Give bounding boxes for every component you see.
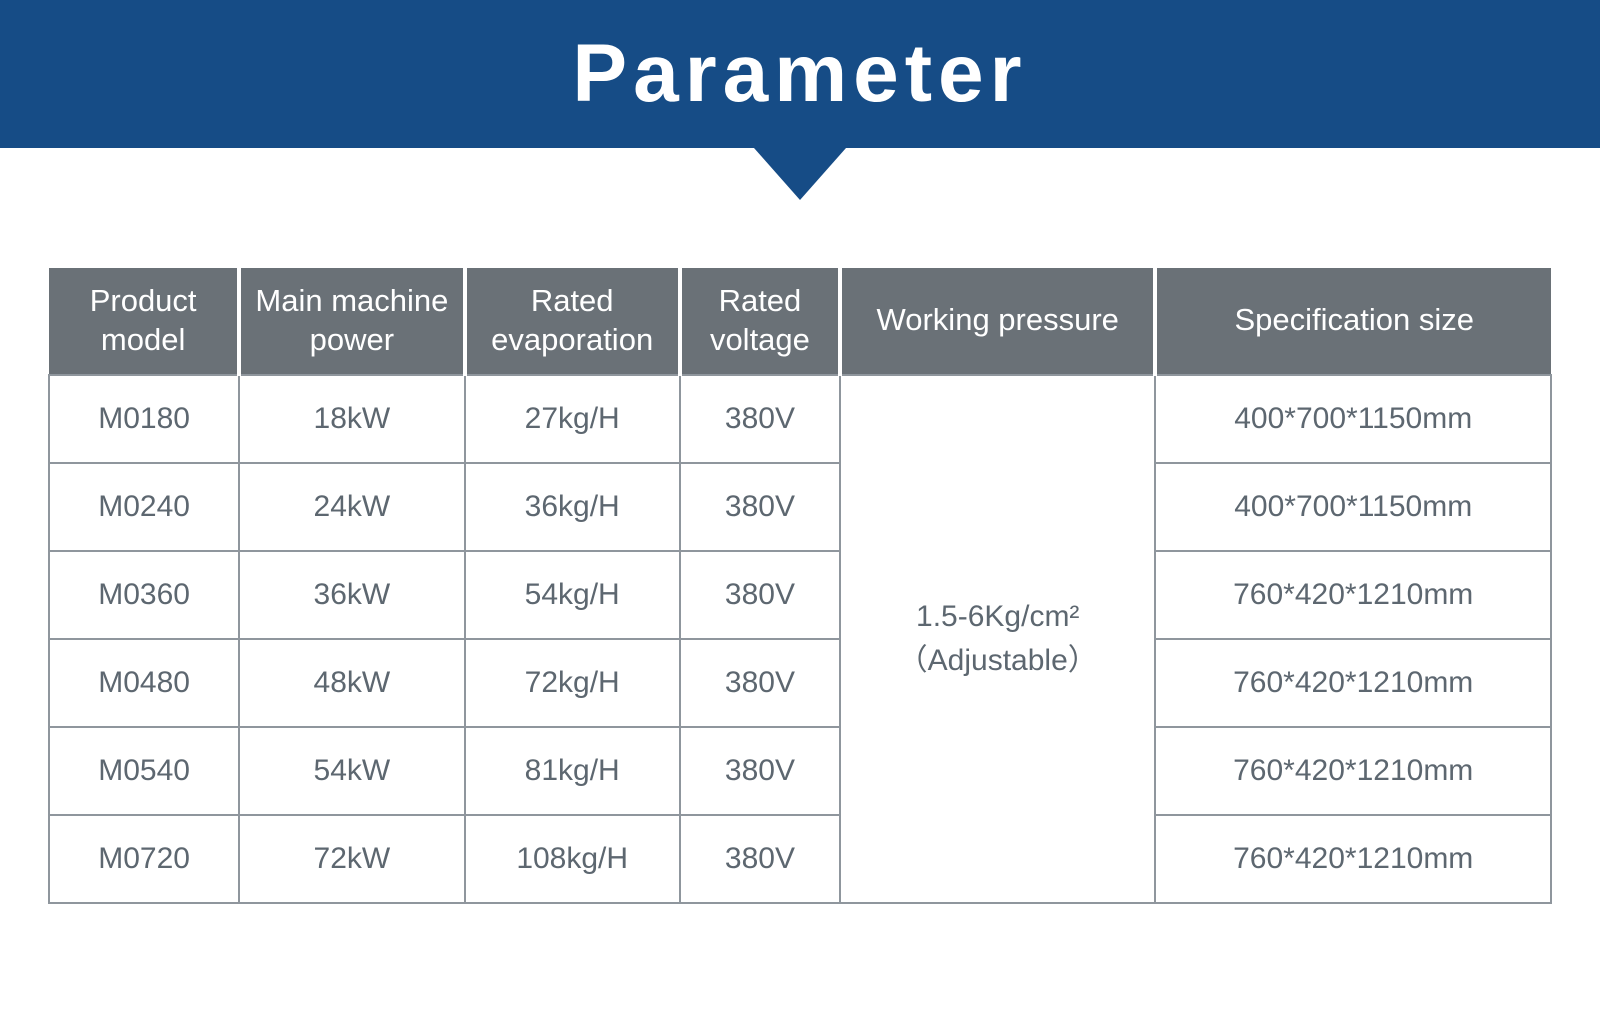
col-header-main-machine-power: Main machine power	[239, 268, 464, 375]
working-pressure-value: 1.5-6Kg/cm²	[916, 600, 1079, 633]
cell-evap: 36kg/H	[465, 463, 680, 551]
cell-power: 48kW	[239, 639, 464, 727]
col-header-rated-evaporation: Rated evaporation	[465, 268, 680, 375]
cell-power: 36kW	[239, 551, 464, 639]
working-pressure-note: （Adjustable）	[898, 644, 1098, 677]
cell-size: 760*420*1210mm	[1155, 639, 1551, 727]
cell-volt: 380V	[680, 375, 840, 463]
banner-arrow-icon	[754, 148, 846, 200]
cell-evap: 108kg/H	[465, 815, 680, 903]
cell-size: 760*420*1210mm	[1155, 815, 1551, 903]
cell-evap: 81kg/H	[465, 727, 680, 815]
cell-model: M0360	[49, 551, 239, 639]
cell-volt: 380V	[680, 551, 840, 639]
cell-model: M0180	[49, 375, 239, 463]
cell-model: M0480	[49, 639, 239, 727]
col-header-specification-size: Specification size	[1155, 268, 1551, 375]
table-row: M0480 48kW 72kg/H 380V 760*420*1210mm	[49, 639, 1551, 727]
cell-size: 760*420*1210mm	[1155, 551, 1551, 639]
parameter-table: Product model Main machine power Rated e…	[48, 268, 1552, 904]
col-header-working-pressure: Working pressure	[840, 268, 1155, 375]
table-row: M0240 24kW 36kg/H 380V 400*700*1150mm	[49, 463, 1551, 551]
cell-size: 400*700*1150mm	[1155, 463, 1551, 551]
cell-evap: 54kg/H	[465, 551, 680, 639]
cell-size: 400*700*1150mm	[1155, 375, 1551, 463]
table-row: M0180 18kW 27kg/H 380V 1.5-6Kg/cm² （Adju…	[49, 375, 1551, 463]
title-banner: Parameter	[0, 0, 1600, 148]
col-header-product-model: Product model	[49, 268, 239, 375]
page-title: Parameter	[572, 33, 1027, 115]
cell-size: 760*420*1210mm	[1155, 727, 1551, 815]
cell-volt: 380V	[680, 727, 840, 815]
cell-volt: 380V	[680, 639, 840, 727]
parameter-table-container: Product model Main machine power Rated e…	[0, 148, 1600, 904]
cell-model: M0540	[49, 727, 239, 815]
cell-power: 54kW	[239, 727, 464, 815]
cell-evap: 72kg/H	[465, 639, 680, 727]
cell-evap: 27kg/H	[465, 375, 680, 463]
table-header-row: Product model Main machine power Rated e…	[49, 268, 1551, 375]
cell-model: M0240	[49, 463, 239, 551]
cell-working-pressure: 1.5-6Kg/cm² （Adjustable）	[840, 375, 1155, 903]
cell-power: 24kW	[239, 463, 464, 551]
cell-power: 72kW	[239, 815, 464, 903]
cell-volt: 380V	[680, 463, 840, 551]
col-header-rated-voltage: Rated voltage	[680, 268, 840, 375]
cell-volt: 380V	[680, 815, 840, 903]
cell-model: M0720	[49, 815, 239, 903]
table-row: M0360 36kW 54kg/H 380V 760*420*1210mm	[49, 551, 1551, 639]
cell-power: 18kW	[239, 375, 464, 463]
table-row: M0540 54kW 81kg/H 380V 760*420*1210mm	[49, 727, 1551, 815]
table-row: M0720 72kW 108kg/H 380V 760*420*1210mm	[49, 815, 1551, 903]
